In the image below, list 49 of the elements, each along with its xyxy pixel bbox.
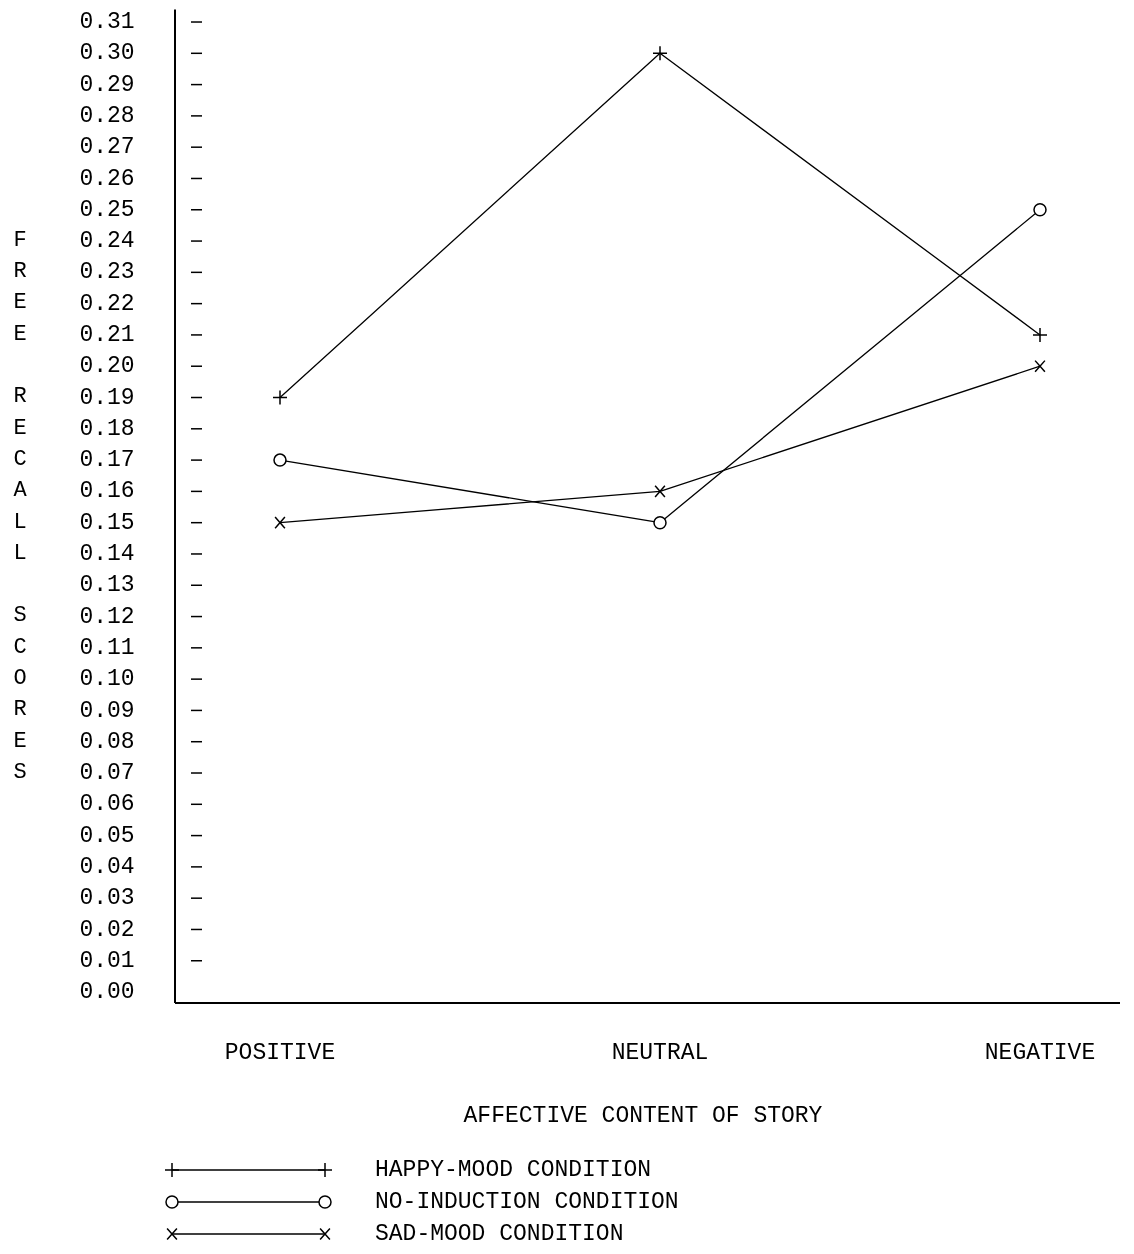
y-tick-label: 0.16: [79, 478, 135, 505]
legend-label: SAD-MOOD CONDITION: [375, 1221, 624, 1248]
x-tick-label: NEGATIVE: [984, 1040, 1096, 1067]
y-tick-label: 0.29: [79, 71, 135, 98]
point: [272, 389, 288, 406]
point: [652, 45, 668, 62]
y-tick-label: 0.10: [79, 666, 135, 693]
point: [1034, 359, 1046, 373]
y-tick-label: 0.08: [79, 728, 135, 755]
legend-label: NO-INDUCTION CONDITION: [375, 1189, 679, 1216]
point: [274, 516, 286, 530]
y-tick-label: 0.15: [79, 509, 135, 536]
y-tick-label: 0.17: [79, 447, 135, 474]
y-tick-label: 0.21: [79, 322, 135, 349]
y-tick-label: 0.11: [79, 634, 135, 661]
y-tick-label: 0.04: [79, 853, 135, 880]
point: [273, 453, 287, 467]
y-tick-label: 0.06: [79, 791, 135, 818]
point: [654, 485, 666, 498]
text: FREE RECALL SCORES: [13, 227, 27, 785]
y-tick-label: 0.12: [79, 603, 135, 630]
point: [1033, 203, 1047, 217]
y-tick-label: 0.31: [79, 9, 135, 36]
y-tick-label: 0.24: [79, 228, 135, 255]
y-tick-label: 0.27: [79, 134, 135, 161]
y-tick-label: 0.22: [79, 290, 135, 317]
y-tick-label: 0.01: [79, 947, 135, 974]
x-tick-label: POSITIVE: [224, 1040, 336, 1067]
point: [653, 515, 667, 530]
y-tick-label: 0.25: [79, 196, 135, 223]
y-tick-label: 0.14: [79, 541, 135, 568]
legend-label: HAPPY-MOOD CONDITION: [375, 1157, 652, 1184]
y-tick-label: 0.02: [79, 916, 135, 943]
y-tick-label: 0.07: [79, 760, 135, 787]
y-tick-label: 0.23: [79, 259, 135, 286]
y-tick-label: 0.09: [79, 697, 135, 724]
y-tick-label: 0.28: [79, 102, 135, 129]
y-tick-label: 0.03: [79, 885, 135, 912]
y-tick-label: 0.05: [79, 822, 135, 849]
x-tick-label: NEUTRAL: [611, 1040, 709, 1067]
point: [1032, 327, 1048, 343]
y-tick-label: 0.20: [79, 353, 135, 380]
y-tick-label: 0.26: [79, 165, 135, 192]
x-axis-title: AFFECTIVE CONTENT OF STORY: [463, 1103, 823, 1130]
y-tick-label: 0.30: [79, 40, 135, 67]
y-tick-label: 0.19: [79, 384, 135, 411]
y-tick-label: 0.13: [79, 572, 135, 599]
y-tick-label: 0.00: [79, 979, 135, 1006]
y-tick-label: 0.18: [79, 415, 135, 442]
